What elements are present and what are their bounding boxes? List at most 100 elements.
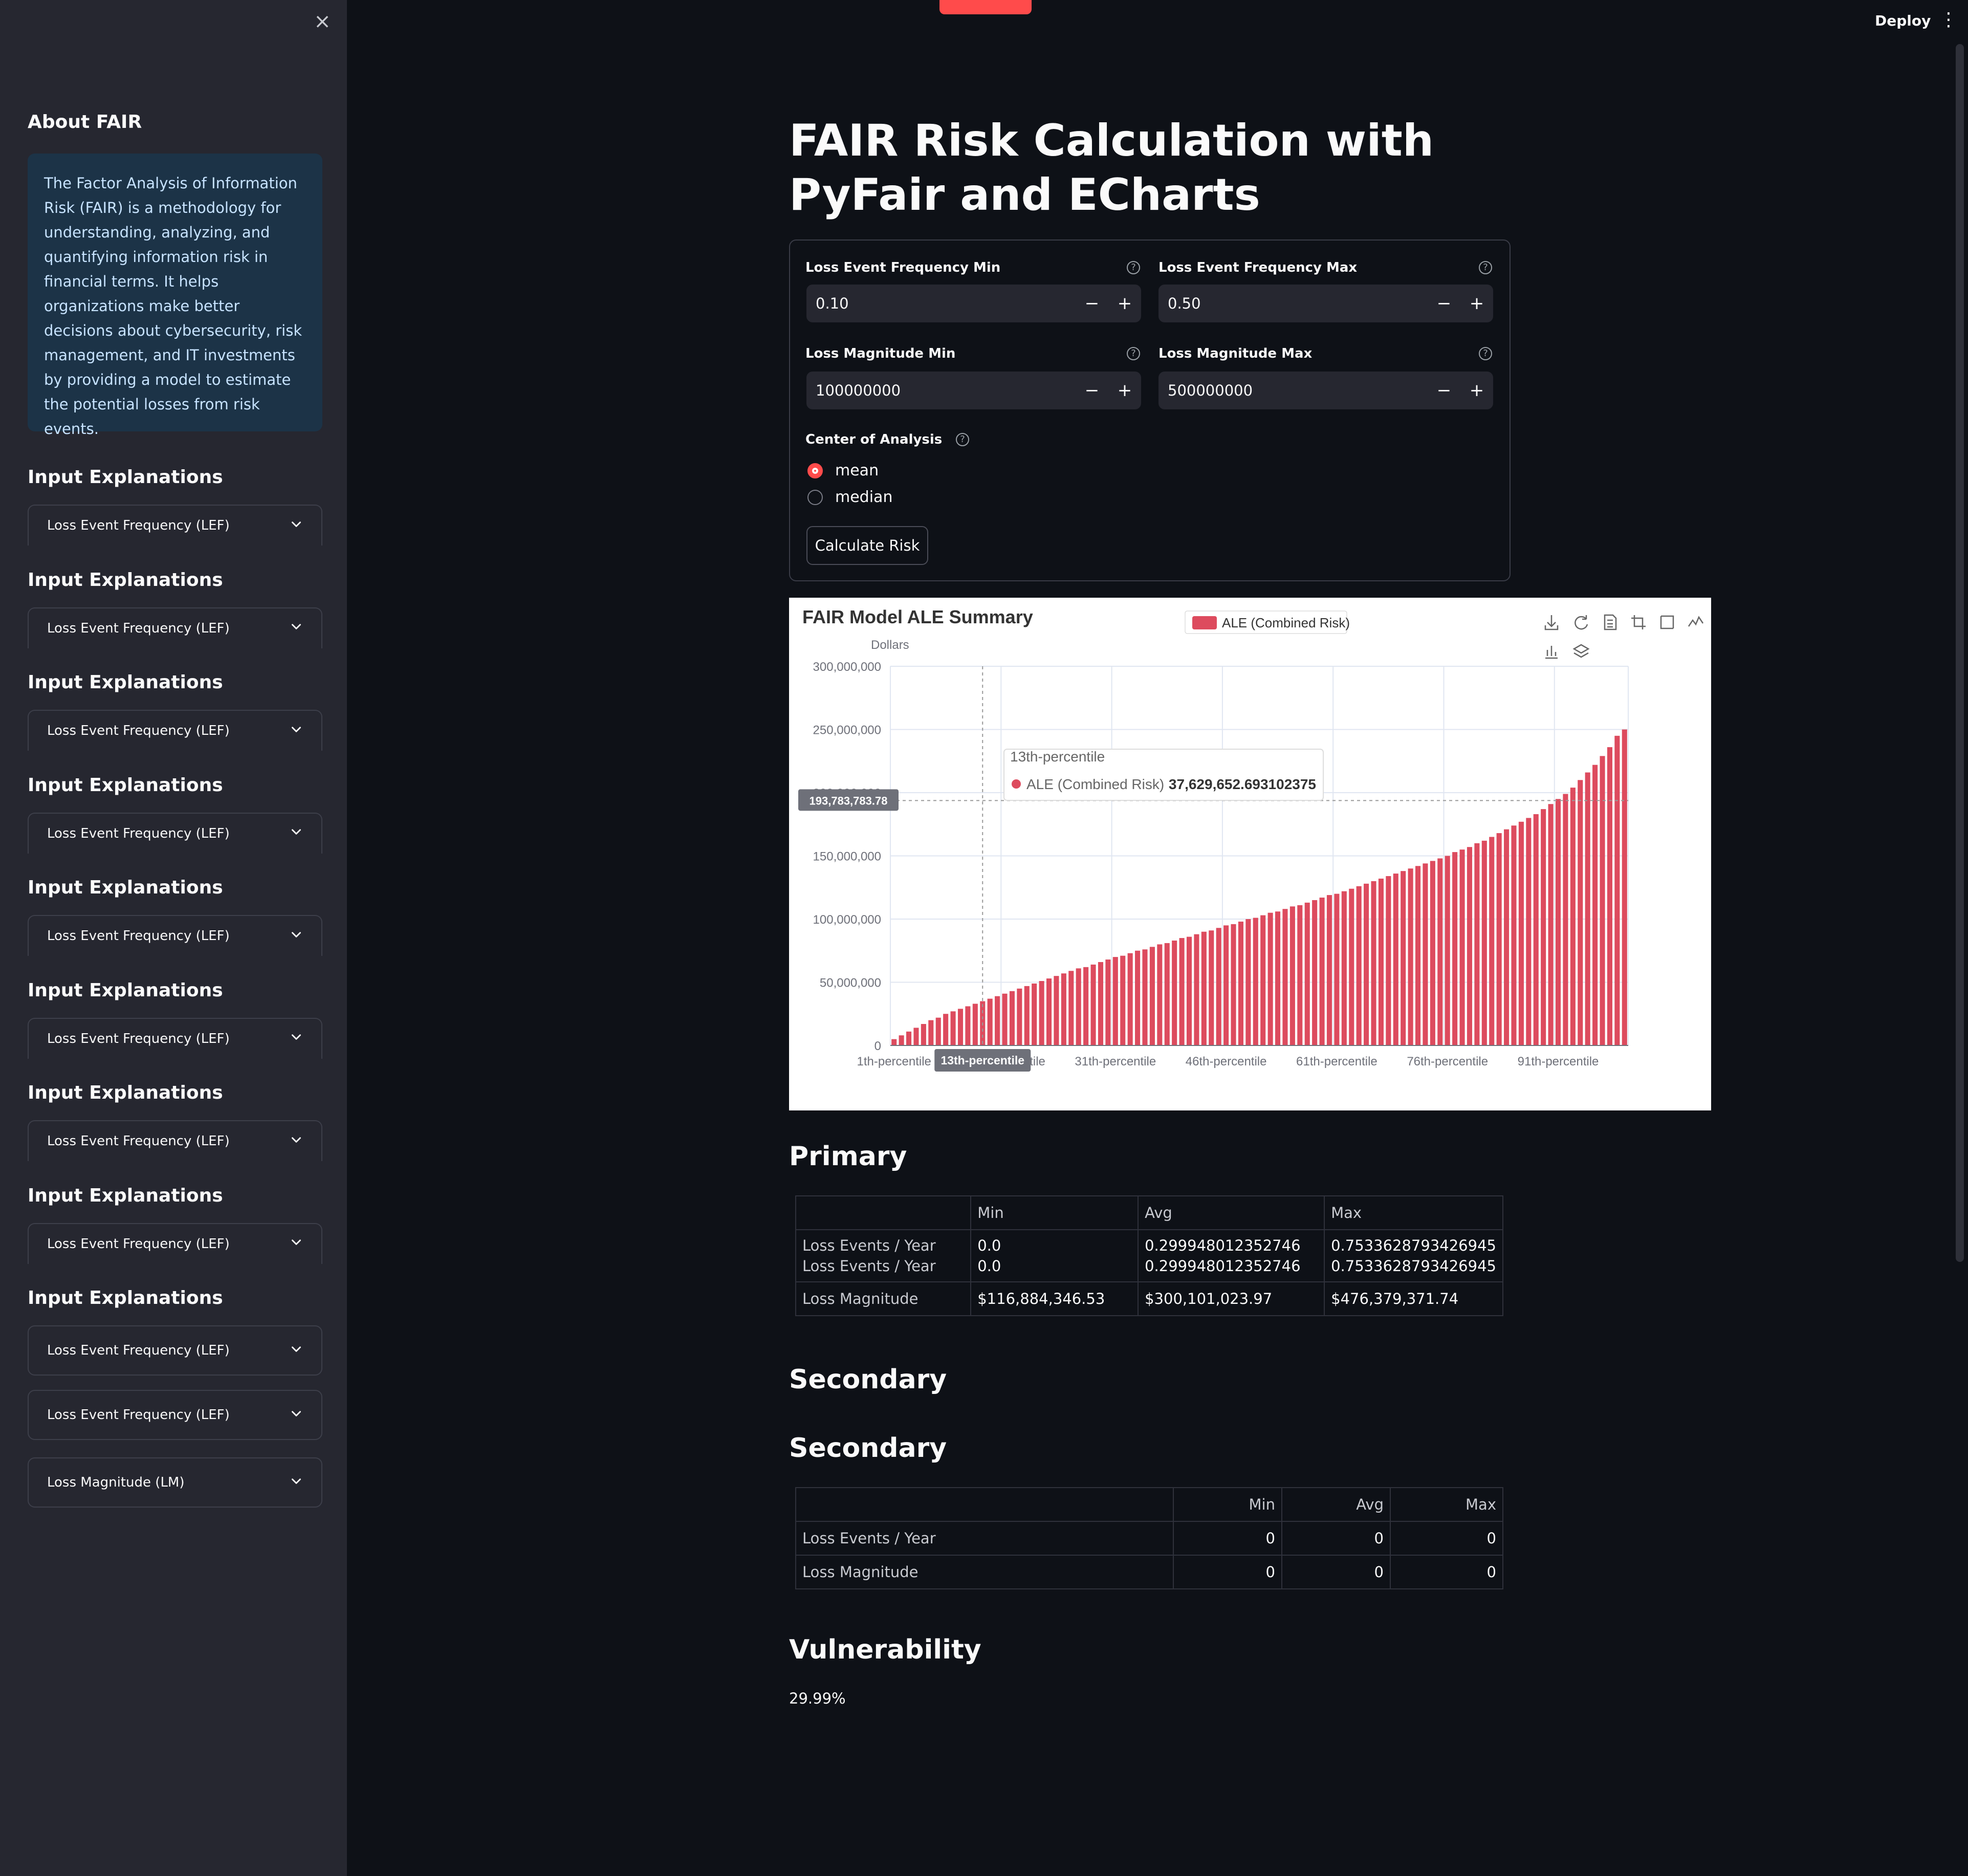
zoom-reset-icon[interactable] <box>1660 615 1674 629</box>
chart-bar[interactable] <box>1024 986 1030 1045</box>
chart-bar[interactable] <box>1142 949 1148 1045</box>
deploy-button[interactable]: Deploy <box>1875 12 1931 29</box>
increment-button[interactable]: + <box>1469 293 1484 314</box>
chart-bar[interactable] <box>906 1031 912 1045</box>
chart-bar[interactable] <box>1319 898 1325 1045</box>
chart-bar[interactable] <box>965 1006 971 1045</box>
lef-min-input[interactable]: 0.10 − + <box>806 285 1141 322</box>
radio-mean[interactable]: mean <box>807 462 879 479</box>
chart-bar[interactable] <box>1496 833 1502 1045</box>
chart-bar[interactable] <box>1061 973 1066 1045</box>
decrement-button[interactable]: − <box>1084 380 1100 401</box>
chart-bar[interactable] <box>987 998 993 1045</box>
chart-bar[interactable] <box>1563 794 1568 1045</box>
lef-expander[interactable]: Loss Event Frequency (LEF) <box>28 505 322 546</box>
calculate-risk-button[interactable]: Calculate Risk <box>806 526 928 565</box>
chart-bar[interactable] <box>1172 940 1177 1045</box>
chart-bar[interactable] <box>1445 856 1450 1046</box>
lef-expander[interactable]: Loss Event Frequency (LEF) <box>28 1325 322 1376</box>
page-scrollbar[interactable] <box>1956 44 1964 1262</box>
chart-bar[interactable] <box>1179 938 1185 1045</box>
line-icon[interactable] <box>1688 616 1704 627</box>
lm-min-input[interactable]: 100000000 − + <box>806 372 1141 409</box>
chart-bar[interactable] <box>1592 765 1598 1045</box>
chart-bar[interactable] <box>1518 821 1524 1045</box>
zoom-icon[interactable] <box>1631 615 1646 629</box>
chart-bar[interactable] <box>1194 934 1199 1045</box>
lm-max-value[interactable]: 500000000 <box>1168 382 1253 399</box>
chart-bar[interactable] <box>1371 881 1376 1045</box>
chart-bar[interactable] <box>1378 878 1384 1045</box>
radio-median[interactable]: median <box>807 488 892 506</box>
chart-bar[interactable] <box>1164 943 1170 1045</box>
chart-bar[interactable] <box>1541 809 1546 1045</box>
decrement-button[interactable]: − <box>1084 293 1100 314</box>
help-icon[interactable]: ? <box>1127 261 1140 274</box>
chart-bar[interactable] <box>1297 905 1303 1045</box>
chart-bar[interactable] <box>1489 837 1495 1045</box>
chart-bar[interactable] <box>1326 895 1332 1045</box>
chart-bar[interactable] <box>1127 953 1133 1045</box>
lef-expander[interactable]: Loss Event Frequency (LEF) <box>28 1017 322 1059</box>
chart-bar[interactable] <box>1555 799 1561 1045</box>
chart-bar[interactable] <box>1098 962 1104 1045</box>
chart-bar[interactable] <box>1253 918 1258 1045</box>
chart-bar[interactable] <box>1149 947 1155 1045</box>
lm-max-input[interactable]: 500000000 − + <box>1158 372 1493 409</box>
chart-bar[interactable] <box>950 1011 956 1045</box>
chart-bar[interactable] <box>1120 955 1126 1045</box>
chart-bar[interactable] <box>891 1039 897 1045</box>
lef-max-input[interactable]: 0.50 − + <box>1158 285 1493 322</box>
chart-bar[interactable] <box>1017 988 1022 1045</box>
chart-bar[interactable] <box>1570 788 1576 1045</box>
chart-bar[interactable] <box>995 996 1000 1045</box>
chart-bar[interactable] <box>1437 858 1443 1045</box>
stack-icon[interactable] <box>1572 644 1590 658</box>
lef-min-value[interactable]: 0.10 <box>816 295 849 312</box>
chart-bar[interactable] <box>1209 930 1214 1045</box>
main-menu-icon[interactable]: ⋮ <box>1939 9 1958 30</box>
chart-bar[interactable] <box>1245 919 1251 1045</box>
chart-bar[interactable] <box>1112 957 1118 1045</box>
lef-expander[interactable]: Loss Event Frequency (LEF) <box>28 607 322 648</box>
chart-bar[interactable] <box>1622 729 1627 1046</box>
chart-bar[interactable] <box>1231 924 1236 1045</box>
chart-bar[interactable] <box>1401 871 1406 1045</box>
chart-bar[interactable] <box>1349 888 1354 1045</box>
chart-bar[interactable] <box>1600 756 1605 1045</box>
chart-bar[interactable] <box>1430 861 1435 1045</box>
chart-bar[interactable] <box>935 1017 941 1045</box>
download-icon[interactable] <box>1544 615 1559 630</box>
help-icon[interactable]: ? <box>1479 261 1492 274</box>
chart-bar[interactable] <box>1105 959 1111 1045</box>
chart-bar[interactable] <box>1386 876 1391 1045</box>
chart-bar[interactable] <box>1090 964 1096 1045</box>
lef-max-value[interactable]: 0.50 <box>1168 295 1201 312</box>
chart-bar[interactable] <box>1334 893 1340 1045</box>
chart-bar[interactable] <box>899 1035 904 1045</box>
chart-bar[interactable] <box>1216 928 1221 1045</box>
chart-bar[interactable] <box>921 1024 926 1045</box>
chart-bar[interactable] <box>1356 886 1362 1045</box>
chart-bar[interactable] <box>943 1014 949 1045</box>
increment-button[interactable]: + <box>1117 293 1132 314</box>
chart-bar[interactable] <box>1267 912 1273 1045</box>
chart-bar[interactable] <box>1423 863 1428 1045</box>
chart-bar[interactable] <box>1614 735 1620 1045</box>
chart-bar[interactable] <box>1467 847 1473 1045</box>
chart-bar[interactable] <box>1068 971 1074 1045</box>
chart-bar[interactable] <box>957 1009 964 1045</box>
chart-bar[interactable] <box>1452 852 1458 1045</box>
chart-bar[interactable] <box>1585 772 1590 1045</box>
chart-bar[interactable] <box>1341 891 1347 1045</box>
chart-bar[interactable] <box>972 1004 978 1045</box>
chart-bar[interactable] <box>1474 843 1480 1045</box>
lm-min-value[interactable]: 100000000 <box>816 382 901 399</box>
chart-bar[interactable] <box>1304 902 1310 1045</box>
chart-bar[interactable] <box>913 1028 919 1045</box>
chart-bar[interactable] <box>1408 868 1413 1045</box>
lef-expander[interactable]: Loss Event Frequency (LEF) <box>28 812 322 854</box>
chart-bar[interactable] <box>1282 909 1288 1045</box>
chart-bar[interactable] <box>1533 814 1539 1045</box>
chart-bar[interactable] <box>1009 991 1015 1045</box>
